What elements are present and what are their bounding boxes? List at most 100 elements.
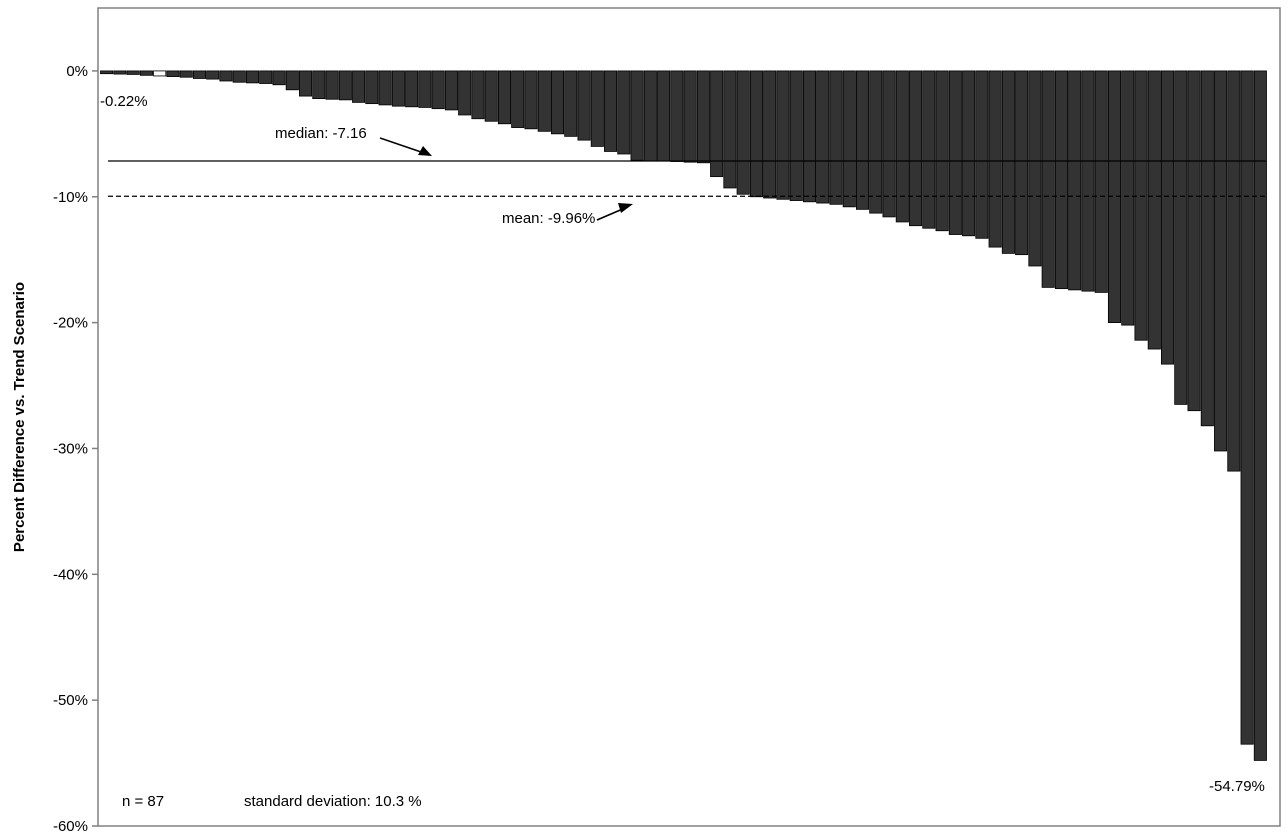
mean-annotation: mean: -9.96% [502, 210, 595, 227]
bar [829, 70, 843, 205]
bar [219, 70, 233, 82]
bar [736, 70, 750, 195]
y-tick-label: -40% [53, 566, 88, 583]
bar [869, 70, 883, 214]
y-tick-label: -10% [53, 189, 88, 206]
bar [378, 70, 392, 106]
bar [1054, 70, 1068, 290]
bar [935, 70, 949, 232]
bar [126, 70, 140, 75]
bar [1068, 70, 1082, 291]
bar [630, 70, 644, 161]
bar [338, 70, 352, 101]
bar [1161, 70, 1175, 365]
bar [842, 70, 856, 208]
bar [895, 70, 909, 223]
bar [100, 70, 114, 75]
bar [471, 70, 485, 120]
bar [192, 70, 206, 79]
bar [1081, 70, 1095, 292]
bar [550, 70, 565, 135]
bar [909, 70, 923, 227]
bar [299, 70, 313, 97]
bar [444, 70, 458, 111]
bar [577, 70, 591, 141]
bar [1121, 70, 1135, 326]
bar [206, 70, 220, 80]
n-annotation: n = 87 [122, 793, 164, 810]
bar [352, 70, 366, 103]
bar [1094, 70, 1108, 293]
bar [1134, 70, 1148, 341]
bar [166, 70, 180, 77]
y-tick-label: -50% [53, 692, 88, 709]
bar [1200, 70, 1214, 427]
bar [458, 70, 472, 116]
bar [139, 70, 153, 76]
bar [285, 70, 299, 91]
reference-lines [108, 160, 1266, 197]
last-bar-label: -54.79% [1209, 778, 1265, 795]
bar [1253, 70, 1267, 761]
bar [232, 70, 246, 83]
bar [1001, 70, 1015, 254]
bar [259, 70, 273, 84]
y-tick-label: 0% [66, 63, 88, 80]
y-axis-ticks: 0% -10% -20% -30% -40% -50% -60% [53, 63, 98, 835]
bar [763, 70, 777, 199]
bars [100, 70, 1267, 761]
bar [391, 70, 405, 107]
bar [643, 70, 657, 162]
bar [537, 70, 551, 132]
bar [325, 70, 339, 100]
y-tick-label: -20% [53, 315, 88, 332]
bar [948, 70, 962, 235]
bar [113, 70, 127, 75]
bar [1214, 70, 1228, 452]
median-annotation: median: -7.16 [275, 125, 367, 142]
bar [312, 70, 326, 100]
plot-frame [97, 7, 1281, 827]
bar [1147, 70, 1161, 350]
bar [1227, 70, 1241, 472]
bar [524, 70, 538, 130]
median-arrow [379, 137, 432, 156]
bar [922, 70, 936, 229]
bar [962, 70, 976, 237]
bar [365, 70, 379, 105]
bar [1041, 70, 1055, 288]
bar [564, 70, 578, 137]
bar [245, 70, 260, 84]
bar [1187, 70, 1201, 412]
bar [988, 70, 1002, 248]
bar [272, 70, 286, 86]
bar [497, 70, 511, 125]
bar [617, 70, 631, 155]
bar [723, 70, 737, 189]
first-bar-label: -0.22% [100, 93, 148, 110]
bar [511, 70, 525, 128]
y-axis-label: Percent Difference vs. Trend Scenario [11, 282, 28, 552]
sd-annotation: standard deviation: 10.3 % [244, 793, 422, 810]
bar [776, 70, 790, 200]
bar [975, 70, 989, 239]
y-tick-label: -60% [53, 818, 88, 835]
bar [1174, 70, 1188, 405]
bar [670, 70, 684, 162]
bar [604, 70, 618, 152]
bar [882, 70, 896, 218]
bar [749, 70, 763, 198]
bar [816, 70, 830, 204]
bar [802, 70, 817, 203]
bar [696, 70, 710, 164]
bar [153, 70, 167, 77]
bar [179, 70, 193, 78]
bar [856, 70, 870, 210]
bar [590, 70, 604, 147]
bar [484, 70, 498, 122]
bar [418, 70, 432, 108]
bar [405, 70, 419, 108]
y-tick-label: -30% [53, 440, 88, 457]
bar [1015, 70, 1029, 256]
bar [789, 70, 803, 201]
